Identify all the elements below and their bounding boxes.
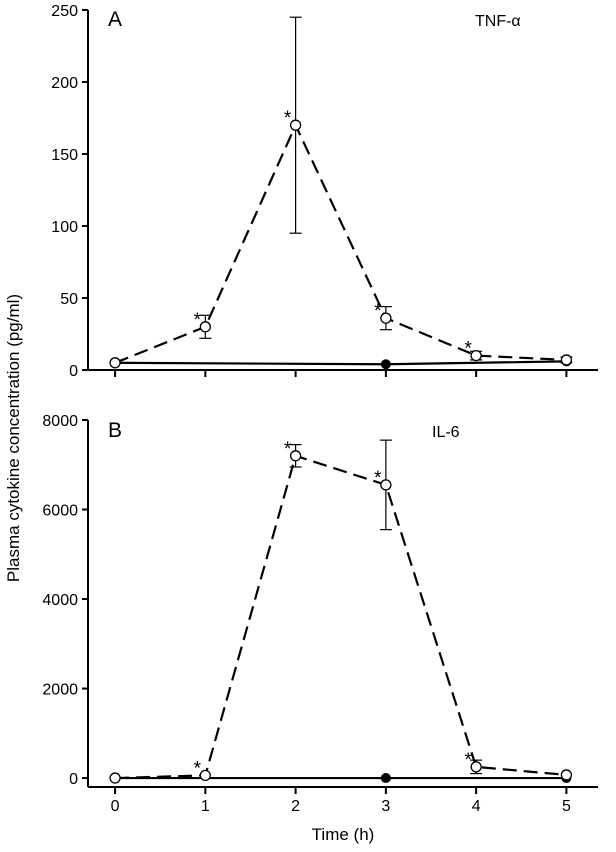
y-tick-label: 4000 xyxy=(42,592,78,609)
treated-point xyxy=(470,761,482,773)
panel-letter: B xyxy=(108,419,122,442)
x-tick-label: 2 xyxy=(291,798,300,815)
treated-point xyxy=(380,312,392,324)
y-tick-label: 0 xyxy=(69,771,78,788)
treated-point xyxy=(199,769,211,782)
treated-point xyxy=(289,450,302,462)
control-point xyxy=(380,359,391,370)
y-tick-label: 0 xyxy=(69,363,78,380)
treated-point xyxy=(560,769,573,781)
panel-b-il-6: 0 2000 4000 6000 8000 0 1 2 3 4 5 B IL-6 * * * * xyxy=(42,413,598,815)
y-tick-label: 150 xyxy=(51,147,78,164)
treated-point xyxy=(109,357,121,369)
y-tick-label: 8000 xyxy=(42,413,78,430)
treated-point xyxy=(560,354,573,366)
treated-point xyxy=(380,479,392,491)
y-tick-label: 250 xyxy=(51,3,78,20)
panel-a-tnf-alpha: 0 50 100 150 200 250 A TNF-α * * * * xyxy=(51,3,598,380)
y-tick-label: 6000 xyxy=(42,503,78,520)
significance-marker: * xyxy=(464,750,472,771)
x-axis-label: Time (h) xyxy=(312,825,375,844)
significance-marker: * xyxy=(194,310,202,331)
y-tick-label: 50 xyxy=(60,291,78,308)
significance-marker: * xyxy=(374,301,382,322)
significance-marker: * xyxy=(194,758,202,779)
panel-cytokine-label: TNF-α xyxy=(475,13,521,30)
y-tick-label: 200 xyxy=(51,75,78,92)
panel-cytokine-label: IL-6 xyxy=(432,424,460,441)
x-tick-label: 1 xyxy=(201,798,210,815)
y-tick-label: 100 xyxy=(51,219,78,236)
x-tick-label: 5 xyxy=(562,798,571,815)
treated-point xyxy=(109,772,121,784)
panel-letter: A xyxy=(108,8,122,31)
shared-y-axis-label: Plasma cytokine concentration (pg/ml) xyxy=(4,294,23,582)
significance-marker: * xyxy=(284,439,292,460)
treated-point xyxy=(470,349,482,362)
y-tick-label: 2000 xyxy=(42,682,78,699)
x-tick-label: 3 xyxy=(381,798,390,815)
treated-series-line xyxy=(115,454,567,780)
control-series-line xyxy=(115,360,567,366)
significance-marker: * xyxy=(284,108,292,129)
control-point xyxy=(380,773,391,784)
significance-marker: * xyxy=(374,468,382,489)
x-tick-label: 0 xyxy=(111,798,120,815)
significance-marker: * xyxy=(464,339,472,360)
x-tick-label: 4 xyxy=(472,798,481,815)
treated-point xyxy=(289,119,302,131)
treated-point xyxy=(199,321,211,333)
treated-series-line xyxy=(114,122,567,364)
